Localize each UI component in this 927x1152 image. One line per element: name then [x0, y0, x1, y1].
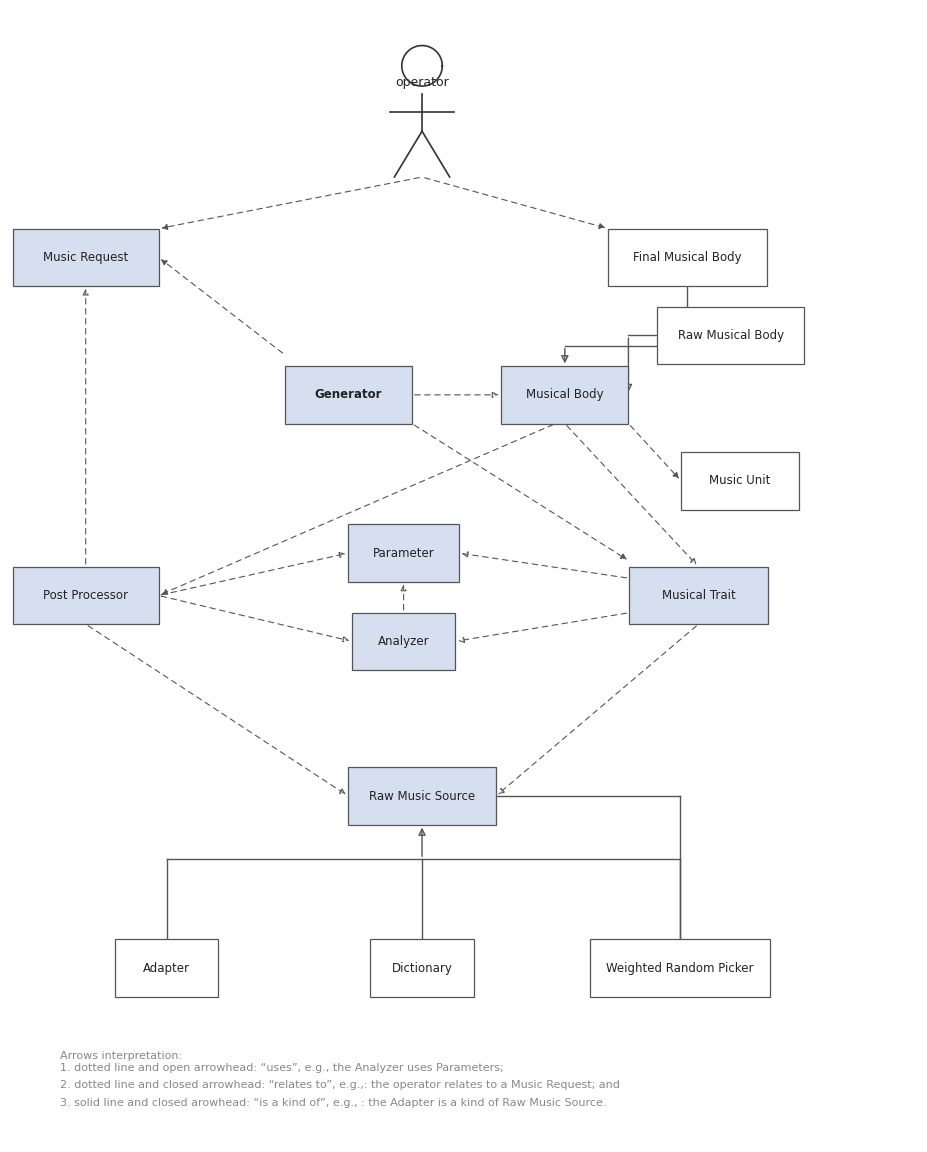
Text: Dictionary: Dictionary: [391, 962, 452, 975]
FancyBboxPatch shape: [657, 306, 805, 364]
Text: Analyzer: Analyzer: [378, 635, 429, 647]
Text: Musical Trait: Musical Trait: [662, 589, 735, 602]
Text: Adapter: Adapter: [144, 962, 190, 975]
Text: Final Musical Body: Final Musical Body: [633, 251, 742, 264]
Text: 3. solid line and closed arowhead: “is a kind of”, e.g., : the Adapter is a kind: 3. solid line and closed arowhead: “is a…: [60, 1098, 606, 1107]
Text: Raw Music Source: Raw Music Source: [369, 789, 476, 803]
Text: 2. dotted line and closed arrowhead: “relates to”, e.g.,: the operator relates t: 2. dotted line and closed arrowhead: “re…: [60, 1081, 620, 1091]
FancyBboxPatch shape: [371, 939, 474, 996]
Text: Parameter: Parameter: [373, 546, 435, 560]
Text: Musical Body: Musical Body: [526, 388, 603, 401]
Text: Post Processor: Post Processor: [44, 589, 128, 602]
FancyBboxPatch shape: [13, 228, 159, 286]
FancyBboxPatch shape: [285, 366, 412, 424]
FancyBboxPatch shape: [349, 524, 459, 582]
FancyBboxPatch shape: [13, 567, 159, 624]
FancyBboxPatch shape: [590, 939, 770, 996]
FancyBboxPatch shape: [352, 613, 455, 670]
FancyBboxPatch shape: [608, 228, 767, 286]
FancyBboxPatch shape: [681, 453, 799, 509]
Text: Generator: Generator: [314, 388, 382, 401]
Text: Raw Musical Body: Raw Musical Body: [678, 328, 784, 342]
Text: Music Request: Music Request: [43, 251, 128, 264]
FancyBboxPatch shape: [629, 567, 768, 624]
Text: Arrows interpretation:: Arrows interpretation:: [60, 1051, 182, 1061]
Text: Weighted Random Picker: Weighted Random Picker: [606, 962, 754, 975]
Text: 1. dotted line and open arrowhead: “uses”, e.g., the Analyzer uses Parameters;: 1. dotted line and open arrowhead: “uses…: [60, 1063, 503, 1074]
FancyBboxPatch shape: [115, 939, 219, 996]
Text: operator: operator: [395, 76, 449, 89]
FancyBboxPatch shape: [349, 767, 496, 825]
Text: Music Unit: Music Unit: [709, 475, 770, 487]
FancyBboxPatch shape: [502, 366, 629, 424]
